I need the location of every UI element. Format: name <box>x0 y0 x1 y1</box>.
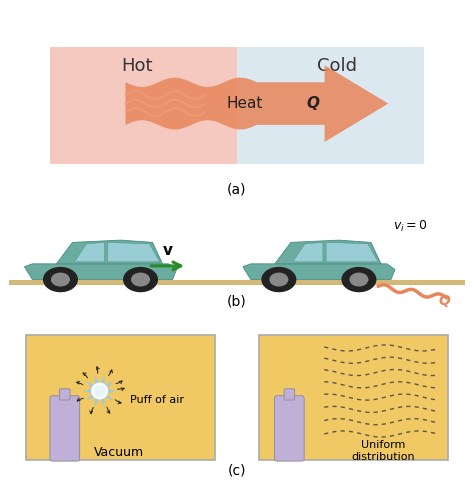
Text: Puff of air: Puff of air <box>130 394 184 405</box>
Bar <box>9 280 465 286</box>
Polygon shape <box>243 264 395 280</box>
Polygon shape <box>100 391 113 401</box>
Polygon shape <box>94 391 100 407</box>
FancyBboxPatch shape <box>50 396 80 461</box>
Polygon shape <box>83 389 100 393</box>
Text: Q: Q <box>438 294 450 308</box>
Circle shape <box>350 273 368 286</box>
Polygon shape <box>293 242 323 262</box>
Circle shape <box>94 386 105 396</box>
FancyBboxPatch shape <box>60 389 70 400</box>
Circle shape <box>262 268 296 291</box>
FancyBboxPatch shape <box>284 389 294 400</box>
Text: (a): (a) <box>227 183 247 197</box>
Bar <box>50 47 237 164</box>
Circle shape <box>132 273 149 286</box>
Text: Q: Q <box>306 96 319 111</box>
Polygon shape <box>126 65 388 142</box>
Polygon shape <box>275 240 381 264</box>
Polygon shape <box>86 391 100 401</box>
Circle shape <box>52 273 69 286</box>
Text: Vacuum: Vacuum <box>94 446 144 459</box>
Polygon shape <box>94 376 100 391</box>
Polygon shape <box>100 391 105 407</box>
Bar <box>259 335 448 460</box>
Polygon shape <box>24 264 177 280</box>
Polygon shape <box>100 389 116 393</box>
Circle shape <box>270 273 288 286</box>
Text: (b): (b) <box>227 294 247 308</box>
Polygon shape <box>74 242 104 262</box>
Polygon shape <box>100 376 105 391</box>
Polygon shape <box>56 240 163 264</box>
Polygon shape <box>100 381 113 391</box>
Bar <box>237 47 424 164</box>
Text: Cold: Cold <box>317 57 356 75</box>
Text: $v_i = 0$: $v_i = 0$ <box>393 219 428 234</box>
Circle shape <box>342 268 376 291</box>
Polygon shape <box>108 242 160 262</box>
Polygon shape <box>326 242 378 262</box>
Text: Uniform
distribution: Uniform distribution <box>351 440 415 462</box>
Text: Hot: Hot <box>122 57 153 75</box>
Polygon shape <box>86 381 100 391</box>
Text: v: v <box>163 243 173 258</box>
Text: Heat: Heat <box>227 96 263 111</box>
Text: (c): (c) <box>228 463 246 477</box>
Circle shape <box>44 268 77 291</box>
FancyBboxPatch shape <box>274 396 304 461</box>
Circle shape <box>92 383 108 399</box>
Circle shape <box>124 268 157 291</box>
Bar <box>26 335 215 460</box>
